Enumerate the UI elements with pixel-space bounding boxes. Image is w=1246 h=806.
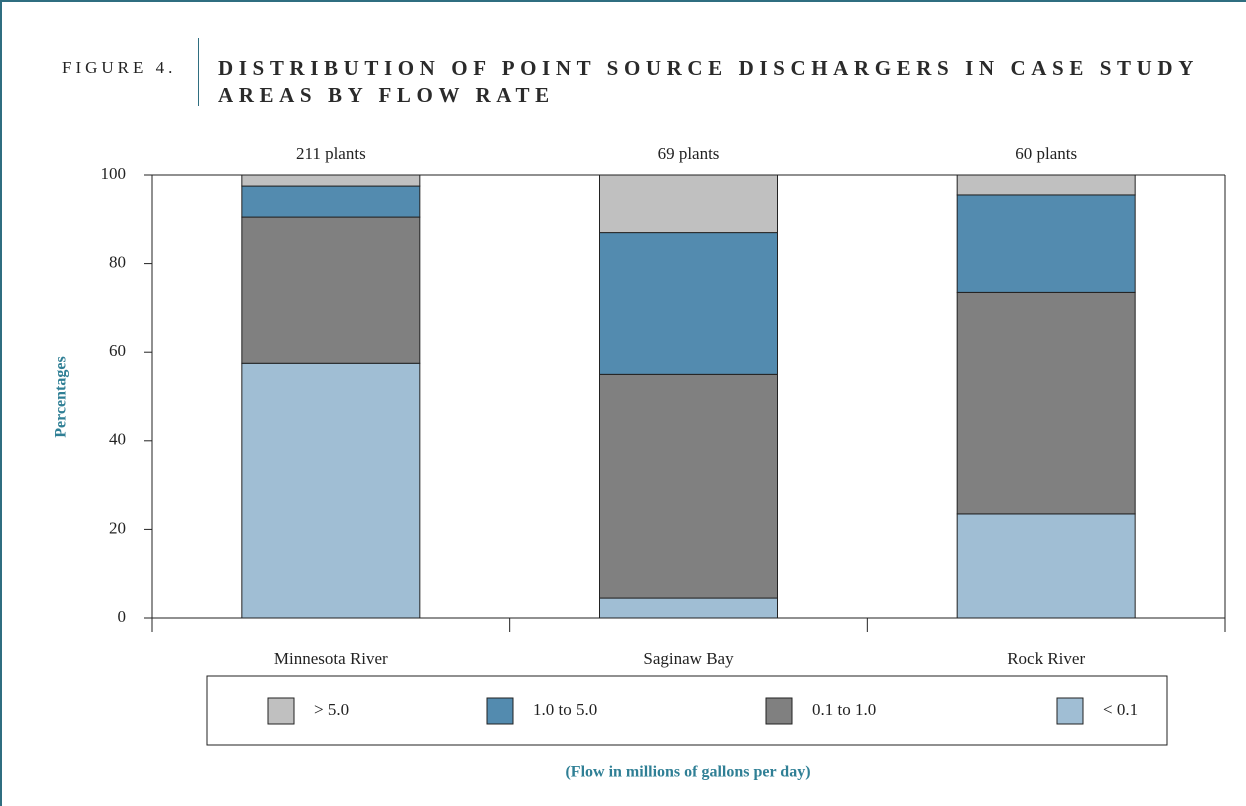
y-tick-label: 80 [109, 253, 126, 272]
bar-segment [241, 185, 421, 218]
legend-label: 1.0 to 5.0 [533, 700, 597, 719]
bar-segment [599, 373, 778, 599]
bar-segment [599, 174, 778, 234]
bar-segment [956, 513, 1136, 619]
bar-segment [956, 194, 1136, 293]
bar-segment [241, 174, 421, 187]
y-tick-label: 100 [101, 164, 127, 183]
bar-annotation: 211 plants [296, 144, 366, 163]
separator [198, 38, 199, 106]
bar-segment [241, 216, 421, 364]
legend-label: > 5.0 [314, 700, 349, 719]
y-tick-label: 60 [109, 341, 126, 360]
figure-label: FIGURE 4. [62, 58, 177, 77]
bar-segment [241, 362, 421, 619]
legend-box [206, 675, 1168, 746]
bar-annotation: 60 plants [1015, 144, 1077, 163]
x-tick-label: Minnesota River [274, 649, 388, 668]
y-tick-label: 20 [109, 518, 126, 537]
x-axis-label: (Flow in millions of gallons per day) [565, 764, 810, 781]
bar-segment [956, 291, 1136, 515]
legend-swatch [486, 697, 514, 725]
bar-annotation: 69 plants [658, 144, 720, 163]
legend-label: 0.1 to 1.0 [812, 700, 876, 719]
y-axis-label: Percentages [53, 356, 70, 437]
x-tick-label: Saginaw Bay [643, 649, 734, 668]
bar-segment [956, 174, 1136, 196]
legend-swatch [765, 697, 793, 725]
y-tick-label: 40 [109, 430, 126, 449]
bar-segment [599, 597, 778, 619]
chart-title: DISTRIBUTION OF POINT SOURCE DISCHARGERS… [218, 56, 1199, 107]
bar-segment [599, 232, 778, 375]
y-tick-label: 0 [118, 607, 127, 626]
x-tick-label: Rock River [1007, 649, 1085, 668]
legend-label: < 0.1 [1103, 700, 1138, 719]
legend-swatch [1056, 697, 1084, 725]
legend-swatch [267, 697, 295, 725]
